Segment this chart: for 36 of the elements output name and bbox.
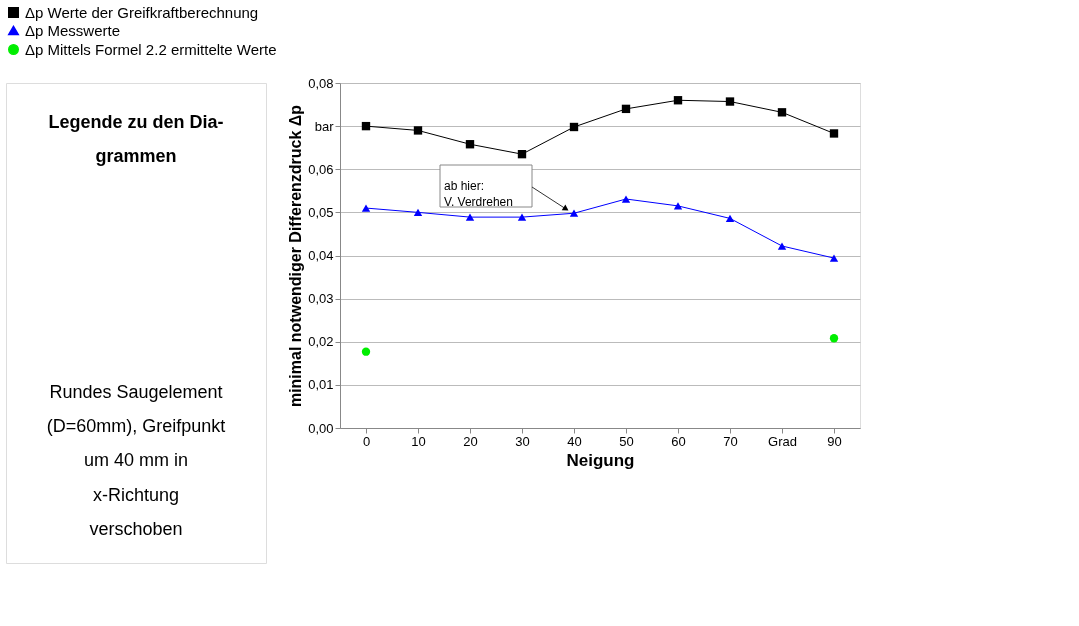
text: Legende zu den Dia- grammen	[48, 112, 224, 167]
y-tick-label: 0,06	[308, 161, 334, 177]
y-tick-label: 0,03	[308, 291, 334, 307]
point	[673, 202, 683, 210]
x-tick-label: 90	[827, 433, 842, 449]
x-tick-label: 50	[619, 433, 634, 449]
legend-label: Δp Mittels Formel 2.2 ermittelte Werte	[25, 40, 277, 58]
legend-label: Δp Messwerte	[25, 21, 121, 39]
y-tick-label: bar	[314, 118, 335, 134]
x-axis-title: Neigung	[566, 450, 635, 470]
y-axis-title: minimal notwendiger Differenzdruck Δp	[287, 104, 305, 408]
point	[829, 129, 839, 138]
x-tick-label: 0	[362, 433, 371, 449]
point	[829, 334, 839, 343]
y-tick-label: 0,08	[308, 75, 334, 91]
point	[621, 195, 631, 203]
x-tick-label: 70	[723, 433, 738, 449]
y-tick-label: 0,05	[308, 204, 334, 220]
y-tick-label: 0,01	[308, 377, 334, 393]
y-tick-label: 0,02	[308, 334, 334, 350]
annotation: ab hier: V. Verdrehen	[444, 179, 513, 209]
point	[361, 204, 371, 212]
y-tick-label: 0,04	[308, 248, 334, 263]
x-tick-label: 10	[411, 433, 426, 449]
x-tick-label: 20	[463, 433, 478, 449]
point	[829, 254, 839, 262]
legend-label: Δp Werte der Greifkraftberechnung	[25, 3, 259, 21]
point	[777, 242, 787, 250]
y-tick-label: 0,00	[308, 420, 334, 436]
point	[361, 347, 371, 356]
text: Rundes Saugelement (D=60mm), Greifpunkt um 40 mm in x-Richtung verschoben	[46, 382, 226, 539]
x-tick-label: 30	[515, 433, 530, 449]
x-tick-label: 60	[671, 433, 686, 449]
x-tick-label: Grad	[768, 433, 797, 449]
x-tick-label: 40	[567, 433, 582, 449]
point	[569, 209, 579, 217]
